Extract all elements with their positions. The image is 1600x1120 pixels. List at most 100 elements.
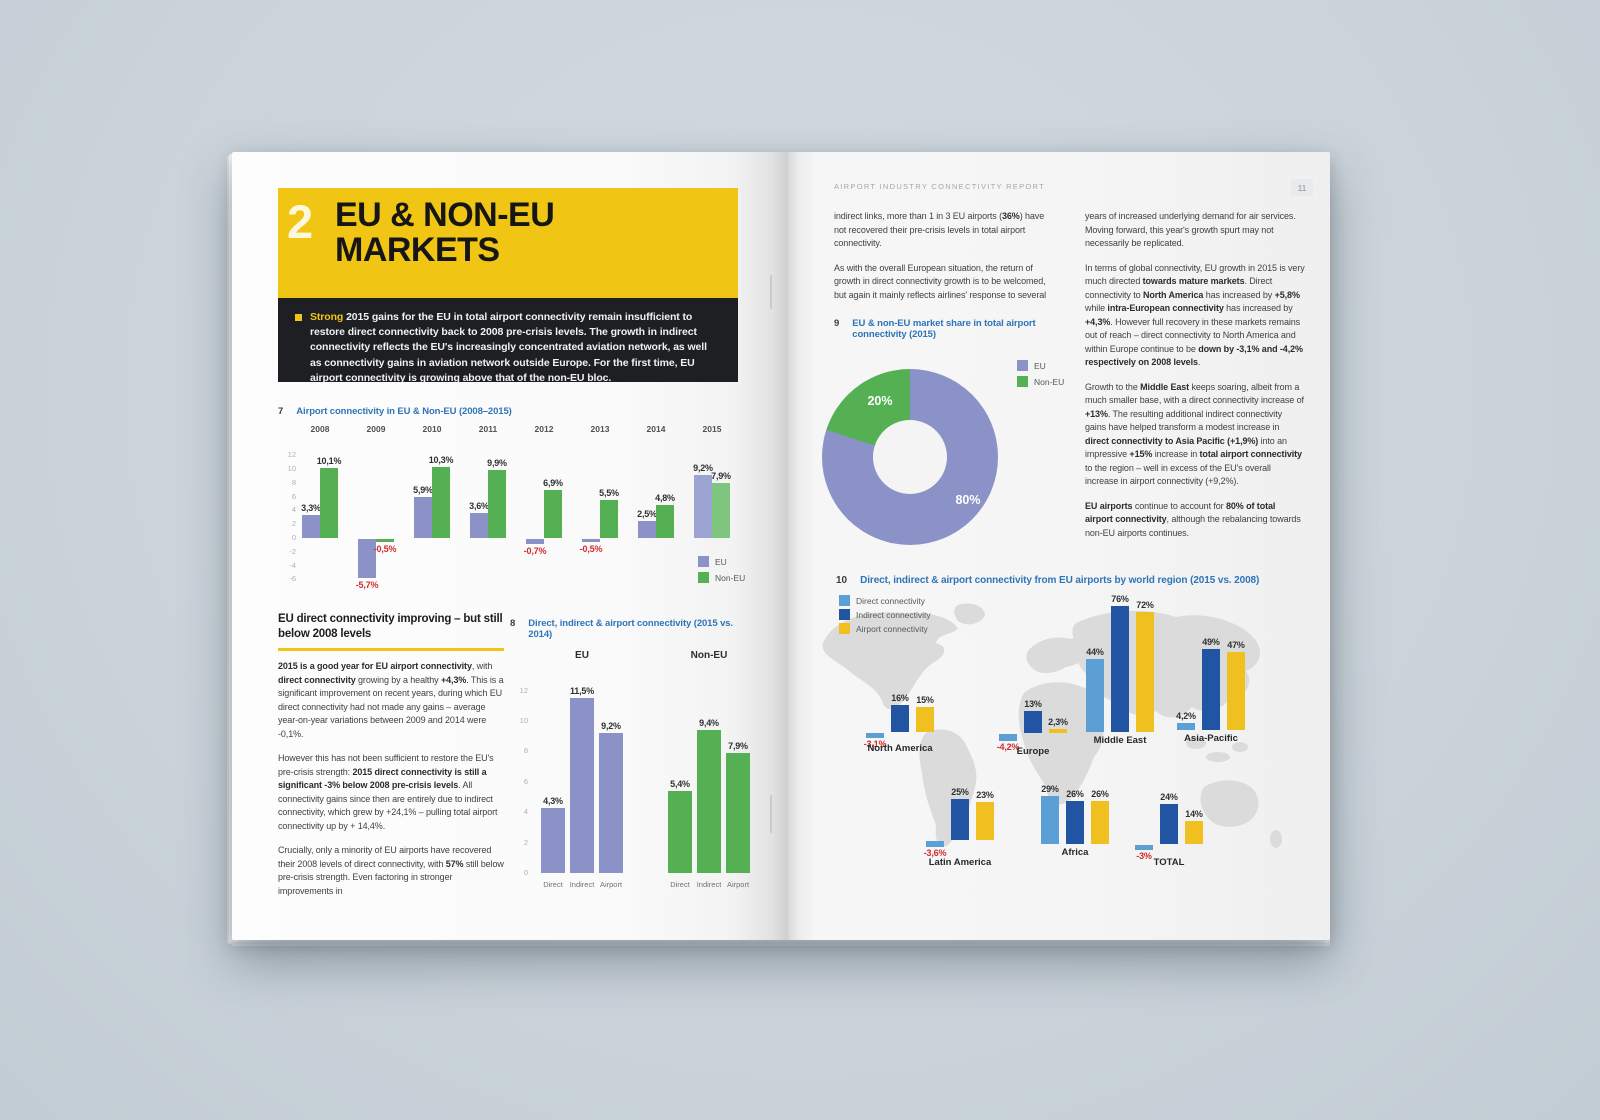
bar-value-label: -4,2% (996, 741, 1020, 752)
x-axis-year-label: 2010 (422, 424, 442, 434)
x-axis-year-label: 2009 (366, 424, 386, 434)
y-axis-tick: 12 (287, 450, 296, 460)
bar-value-label: 3,3% (301, 503, 321, 514)
legend-label: Non-EU (1034, 376, 1065, 387)
legend-item: EU (698, 556, 727, 567)
bar-indirect (951, 798, 969, 840)
x-axis-category: Indirect (696, 880, 722, 889)
chapter-banner: 2 EU & NON-EU MARKETS (278, 188, 738, 298)
bar-eu (302, 515, 320, 538)
legend-label: EU (715, 556, 727, 567)
bar-airport (916, 707, 934, 732)
legend-label: EU (1034, 360, 1046, 371)
bar-eu (570, 698, 594, 873)
summary-body: 2015 gains for the EU in total airport c… (310, 311, 707, 384)
legend-item: Non-EU (1017, 376, 1064, 387)
x-axis-year-label: 2011 (478, 424, 498, 434)
bar-direct (926, 841, 944, 847)
bar-value-label: 4,8% (655, 492, 675, 503)
left-page: 2 EU & NON-EU MARKETS Strong 2015 gains … (232, 152, 788, 940)
bar-value-label: 9,4% (699, 718, 719, 729)
paragraph: EU airports continue to account for 80% … (1085, 500, 1301, 538)
bar-value-label: 23% (976, 789, 994, 800)
donut-hole (873, 420, 947, 494)
bar-value-label: 9,9% (487, 457, 507, 468)
paragraph: indirect links, more than 1 in 3 EU airp… (834, 211, 1045, 248)
y-axis-tick: 10 (287, 464, 296, 473)
bar-value-label: 15% (916, 695, 934, 706)
bar-value-label: 49% (1202, 636, 1220, 647)
bar-value-label: 7,9% (728, 740, 748, 751)
paragraph: 2015 is a good year for EU airport conne… (278, 661, 504, 739)
bar-value-label: 14% (1185, 808, 1203, 819)
bar-value-label: 5,5% (599, 488, 619, 499)
paragraph: Growth to the Middle East keeps soaring,… (1085, 381, 1304, 487)
bar-airport (1185, 820, 1203, 844)
x-axis-year-label: 2012 (534, 424, 554, 434)
bar-non-eu (488, 469, 506, 538)
bar-value-label: 5,9% (413, 485, 433, 496)
bar-value-label: 10,3% (428, 454, 454, 465)
bar-non-eu (544, 490, 562, 538)
bar-non-eu (726, 752, 750, 873)
bar-eu (638, 520, 656, 538)
chapter-banner-background (278, 188, 738, 298)
bar-value-label: 2,3% (1048, 717, 1068, 728)
yellow-rule (278, 648, 504, 652)
bar-value-label: -5,7% (355, 580, 379, 591)
figure-7-number: 7 (278, 406, 284, 417)
y-axis-tick: 0 (291, 533, 296, 542)
region-label: North America (867, 743, 933, 754)
x-axis-year-label: 2015 (702, 424, 722, 434)
region-label: Asia-Pacific (1184, 733, 1238, 744)
figure-9-donut-chart: 80% 20% (822, 369, 998, 545)
group-label-non-eu: Non-EU (690, 650, 728, 661)
y-axis-tick: 2 (291, 519, 296, 529)
bar-airport (1049, 729, 1067, 734)
paragraph: years of increased underlying demand for… (1085, 211, 1296, 248)
bar-eu (599, 733, 623, 873)
bar-indirect (1024, 711, 1042, 733)
bar-value-label: 3,6% (469, 501, 489, 512)
bar-non-eu (432, 466, 450, 538)
bar-indirect (1202, 648, 1220, 730)
page-curl-mark (770, 275, 772, 309)
legend-swatch (698, 572, 709, 583)
legend-swatch (839, 623, 850, 634)
figure-10-title: Direct, indirect & airport connectivity … (860, 575, 1260, 586)
legend-swatch (698, 556, 709, 567)
legend-item: EU (1017, 360, 1046, 371)
bar-value-label: 24% (1160, 792, 1178, 803)
y-axis-tick: 2 (523, 837, 528, 847)
bar-non-eu (600, 500, 618, 538)
figure-8-header: 8 Direct, indirect & airport connectivit… (510, 618, 748, 640)
bar-eu (526, 539, 544, 544)
x-axis-year-label: 2008 (310, 424, 330, 434)
y-axis-tick: 4 (291, 505, 296, 515)
section-paragraphs: 2015 is a good year for EU airport conne… (278, 660, 504, 898)
bar-value-label: 76% (1111, 593, 1129, 604)
paragraph: Crucially, only a minority of EU airport… (278, 845, 504, 896)
legend-item: Airport connectivity (839, 623, 928, 634)
bar-value-label: 2,5% (637, 508, 657, 519)
bar-indirect (891, 705, 909, 732)
bar-value-label: 5,4% (670, 778, 690, 789)
chapter-title: EU & NON-EU MARKETS (335, 196, 555, 269)
figure-9-header: 9 EU & non-EU market share in total airp… (834, 318, 1070, 340)
bullet-square-icon (295, 314, 302, 321)
bar-direct (1177, 723, 1195, 730)
page-curl-mark (770, 795, 772, 833)
paragraph: As with the overall European situation, … (834, 262, 1047, 300)
bar-airport (1227, 651, 1245, 730)
figure-8-title: Direct, indirect & airport connectivity … (528, 618, 733, 640)
paragraph: In terms of global connectivity, EU grow… (1085, 262, 1305, 368)
figure-9: 9 EU & non-EU market share in total airp… (808, 318, 1322, 573)
bar-airport (1136, 612, 1154, 732)
bar-value-label: 26% (1066, 788, 1084, 799)
y-axis-tick: 4 (523, 807, 528, 817)
y-axis-tick: 10 (519, 716, 528, 725)
chapter-summary-box: Strong 2015 gains for the EU in total ai… (278, 298, 738, 384)
x-axis-category: Airport (726, 880, 750, 889)
bar-value-label: 25% (951, 786, 969, 797)
